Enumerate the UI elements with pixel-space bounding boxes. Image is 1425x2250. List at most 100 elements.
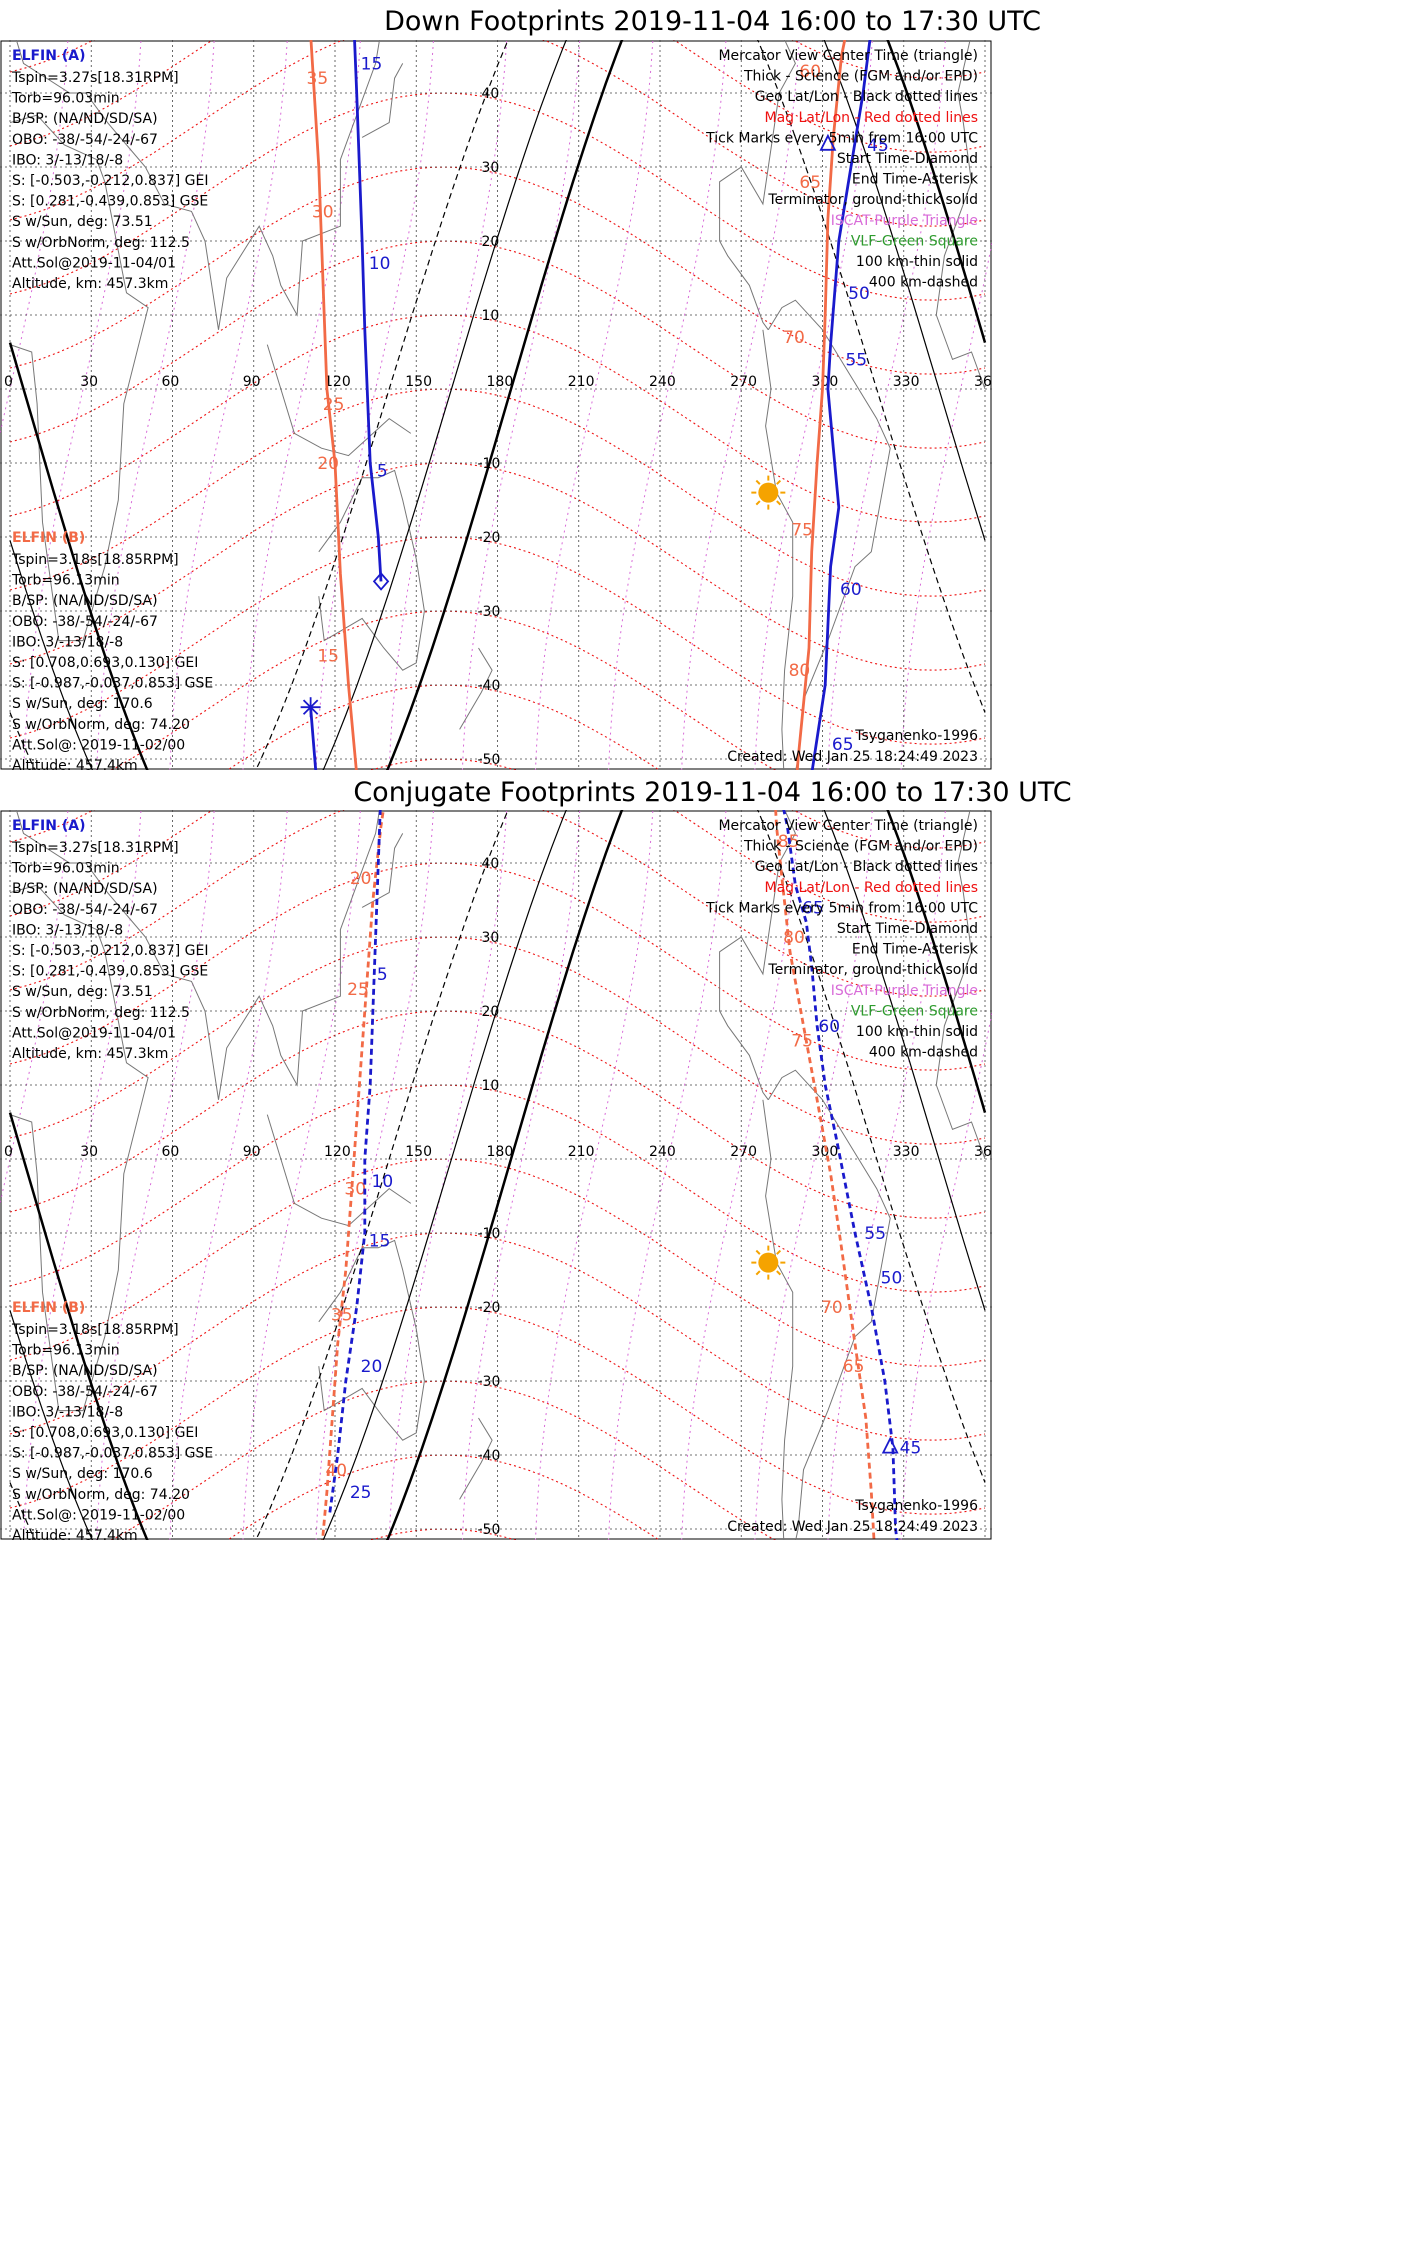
elfin-b-info: ELFIN (B) Tspin=3.18s[18.85RPM] Torb=96.13… <box>11 1300 213 1540</box>
elfin-a-info-line: S: [-0.503,-0.212,0.837] GEI <box>12 943 209 959</box>
lon-tick-label: 210 <box>568 1144 595 1160</box>
elfin-b-info-line: S: [0.708,0.693,0.130] GEI <box>12 655 198 671</box>
elfin-a-track-time-label: 15 <box>361 54 383 74</box>
elfin-a-track-time-label: 5 <box>377 965 388 985</box>
start-diamond-icon <box>372 572 390 591</box>
lon-tick-label: 90 <box>243 1144 261 1160</box>
terminator-ground <box>8 40 987 770</box>
elfin-b-info-line: IBO: 3/-13/18/-8 <box>12 1404 123 1420</box>
legend-line: Mag Lat/Lon - Red dotted lines <box>764 110 978 126</box>
lat-tick-label: -50 <box>478 1522 501 1538</box>
elfin-a-info-line: Tspin=3.27s[18.31RPM] <box>11 70 179 86</box>
coastline <box>935 40 986 390</box>
elfin-b-info-line: Att.Sol@: 2019-11-02/00 <box>12 737 185 753</box>
lon-tick-label: 300 <box>812 374 839 390</box>
lon-tick-label: 90 <box>243 374 261 390</box>
lon-tick-label: 120 <box>324 374 351 390</box>
elfin-a-info-line: IBO: 3/-13/18/-8 <box>12 152 123 168</box>
lat-tick-label: -40 <box>478 1448 501 1464</box>
elfin-a-info-line: Altitude, km: 457.3km <box>12 1046 168 1062</box>
legend-line: 100 km-thin solid <box>856 254 978 270</box>
coastline <box>762 1069 891 1540</box>
created-timestamp: Created: Wed Jan 25 18:24:49 2023 <box>727 749 978 765</box>
conjugate-footprints-map: 70605040302010-10-20-30-40-50-60-7003060… <box>0 810 992 1540</box>
sun-ray <box>755 500 761 506</box>
elfin-a-track-time-label: 50 <box>848 284 870 304</box>
elfin-b-track-time-label: 60 <box>799 62 821 82</box>
elfin-a-info-line: S: [0.281,-0.439,0.853] GSE <box>12 964 208 980</box>
elfin-a-info-line: S w/OrbNorm, deg: 112.5 <box>12 1005 190 1021</box>
sun-ray <box>776 500 782 506</box>
lat-tick-label: -20 <box>478 1300 501 1316</box>
lon-tick-label: 30 <box>80 1144 98 1160</box>
mag-lat-line <box>9 462 986 671</box>
coastline <box>266 1114 412 1227</box>
lon-tick-label: 0 <box>4 374 13 390</box>
coastline <box>361 63 404 138</box>
legend-line: Geo Lat/Lon - Black dotted lines <box>755 89 978 105</box>
legend-line: Tick Marks every 5min from 16:00 UTC <box>705 900 978 916</box>
model-name: Tsyganenko-1996 <box>854 728 978 744</box>
elfin-a-info-line: IBO: 3/-13/18/-8 <box>12 922 123 938</box>
elfin-b-info-line: Altitude: 457.4km <box>12 758 138 770</box>
end-asterisk-icon <box>300 697 321 718</box>
elfin-a-track-east-time-label: 65 <box>802 898 824 918</box>
elfin-b-info-line: S w/Sun, deg: 170.6 <box>12 1466 153 1482</box>
sun-ray <box>776 479 782 485</box>
legend-line: ISCAT-Purple Triangle <box>831 213 978 229</box>
legend-line: Mag Lat/Lon - Red dotted lines <box>764 880 978 896</box>
elfin-b-track <box>309 40 847 770</box>
elfin-b-track-time-label: 25 <box>347 980 369 1000</box>
terminator-400km <box>9 810 986 1540</box>
mag-lat-line <box>9 92 986 301</box>
lon-tick-label: 210 <box>568 374 595 390</box>
down-footprints-map: 70605040302010-10-20-30-40-50-60-7003060… <box>0 40 992 770</box>
lon-tick-label: 30 <box>80 374 98 390</box>
center-time-triangle-icon <box>819 133 837 151</box>
elfin-b-info-line: Tspin=3.18s[18.85RPM] <box>11 552 179 568</box>
elfin-a-track-time-label: 10 <box>372 1172 394 1192</box>
mag-lat-line <box>9 166 986 375</box>
lon-tick-label: 180 <box>487 374 514 390</box>
elfin-b-track-time-label: 80 <box>789 661 811 681</box>
elfin-b-track-time-label: 30 <box>344 1180 366 1200</box>
mag-lat-line <box>9 862 986 1071</box>
terminator-group <box>8 40 987 770</box>
map-legend: Mercator View Center Time (triangle) Thic… <box>705 818 979 1061</box>
mag-lat-line <box>9 240 986 449</box>
elfin-a-track-time-label: 60 <box>840 580 862 600</box>
coastline <box>935 810 986 1160</box>
lon-tick-label: 360 <box>974 1144 992 1160</box>
lat-tick-label: 10 <box>482 1078 500 1094</box>
asterisk-stroke <box>302 699 319 715</box>
terminator-group <box>8 810 987 1540</box>
elfin-b-info-line: S w/OrbNorm, deg: 74.20 <box>12 717 190 733</box>
elfin-b-track-time-label: 65 <box>799 173 821 193</box>
legend-line: Terminator, ground-thick solid <box>767 962 978 978</box>
elfin-b-track-time-label: 75 <box>791 521 813 541</box>
elfin-b-info-line: B/SP: (NA/ND/SD/SA) <box>12 593 158 609</box>
lat-tick-label: 40 <box>482 856 500 872</box>
legend-line: 400 km-dashed <box>869 275 978 291</box>
coastline <box>719 40 796 331</box>
coastline <box>15 40 381 330</box>
elfin-a-info: ELFIN (A) Tspin=3.27s[18.31RPM] Torb=96.03… <box>11 48 209 292</box>
lon-tick-label: 60 <box>162 374 180 390</box>
elfin-b-info-line: IBO: 3/-13/18/-8 <box>12 634 123 650</box>
elfin-b-info: ELFIN (B) Tspin=3.18s[18.85RPM] Torb=96.13… <box>11 530 213 770</box>
elfin-b-track-east <box>774 810 876 1540</box>
coastline <box>459 1417 493 1500</box>
elfin-b-info-line: Torb=96.13min <box>11 1343 120 1359</box>
elfin-b-track-time-label: 25 <box>323 395 345 415</box>
legend-line: Thick - Science (FGM and/or EPD) <box>743 69 978 85</box>
elfin-b-track-east-time-label: 75 <box>791 1032 813 1052</box>
elfin-a-track-east <box>782 810 899 1540</box>
elfin-b-info-line: Tspin=3.18s[18.85RPM] <box>11 1322 179 1338</box>
lon-tick-label: 330 <box>893 1144 920 1160</box>
terminator-ground <box>8 810 987 1540</box>
elfin-b-info-line: B/SP: (NA/ND/SD/SA) <box>12 1363 158 1379</box>
coastlines <box>9 810 986 1540</box>
elfin-a-track-east-time-label: 70 <box>799 810 821 815</box>
elfin-b-track-time-label: 35 <box>331 1305 353 1325</box>
legend-line: 400 km-dashed <box>869 1045 978 1061</box>
